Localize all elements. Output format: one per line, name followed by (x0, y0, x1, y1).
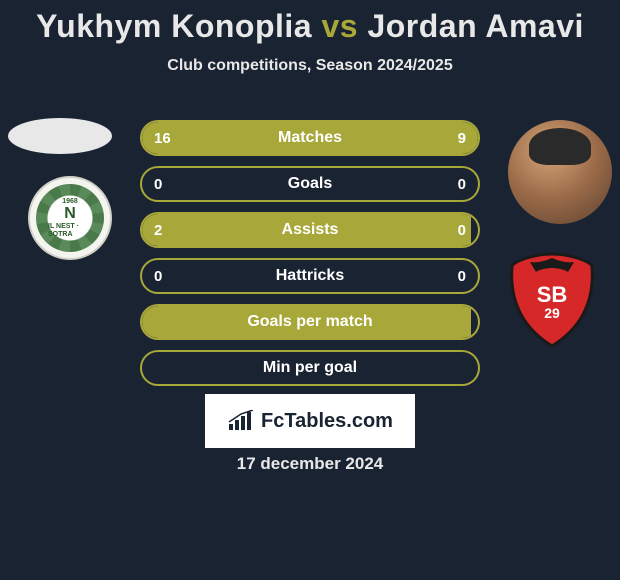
stat-row: 169Matches (140, 120, 480, 156)
stat-label: Assists (142, 221, 478, 239)
stat-row: Min per goal (140, 350, 480, 386)
stat-row: 00Hattricks (140, 258, 480, 294)
comparison-card: Yukhym Konoplia vs Jordan Amavi Club com… (0, 0, 620, 580)
stat-label: Hattricks (142, 267, 478, 285)
subtitle: Club competitions, Season 2024/2025 (0, 57, 620, 75)
player1-avatar (8, 118, 112, 154)
stat-label: Matches (142, 129, 478, 147)
club-right-number: 29 (508, 306, 596, 320)
stat-row: 20Assists (140, 212, 480, 248)
club-left-letter: N (64, 205, 76, 223)
stat-label: Min per goal (142, 359, 478, 377)
page-title: Yukhym Konoplia vs Jordan Amavi (0, 0, 620, 45)
source-logo: FcTables.com (205, 394, 415, 448)
player2-club-badge: SB 29 (502, 252, 602, 352)
player2-name: Jordan Amavi (367, 8, 583, 44)
player2-avatar (508, 120, 612, 224)
club-left-center: 1968 N IL NEST · SOTRA (48, 196, 92, 240)
stat-row: 00Goals (140, 166, 480, 202)
stat-label: Goals (142, 175, 478, 193)
player1-name: Yukhym Konoplia (36, 8, 312, 44)
club-right-initials: SB (508, 284, 596, 306)
date-text: 17 december 2024 (0, 454, 620, 474)
stat-row: Goals per match (140, 304, 480, 340)
club-left-name: IL NEST · SOTRA (48, 223, 92, 238)
player1-club-badge: 1968 N IL NEST · SOTRA (20, 176, 120, 264)
stats-table: 169Matches 00Goals 20Assists 00Hattricks Goa… (140, 120, 480, 396)
logo-text: FcTables.com (261, 410, 393, 433)
vs-text: vs (321, 8, 358, 44)
stat-label: Goals per match (142, 313, 478, 331)
club-right-text: SB 29 (508, 284, 596, 320)
club-left-year: 1968 (62, 198, 78, 206)
chart-icon (227, 410, 255, 432)
